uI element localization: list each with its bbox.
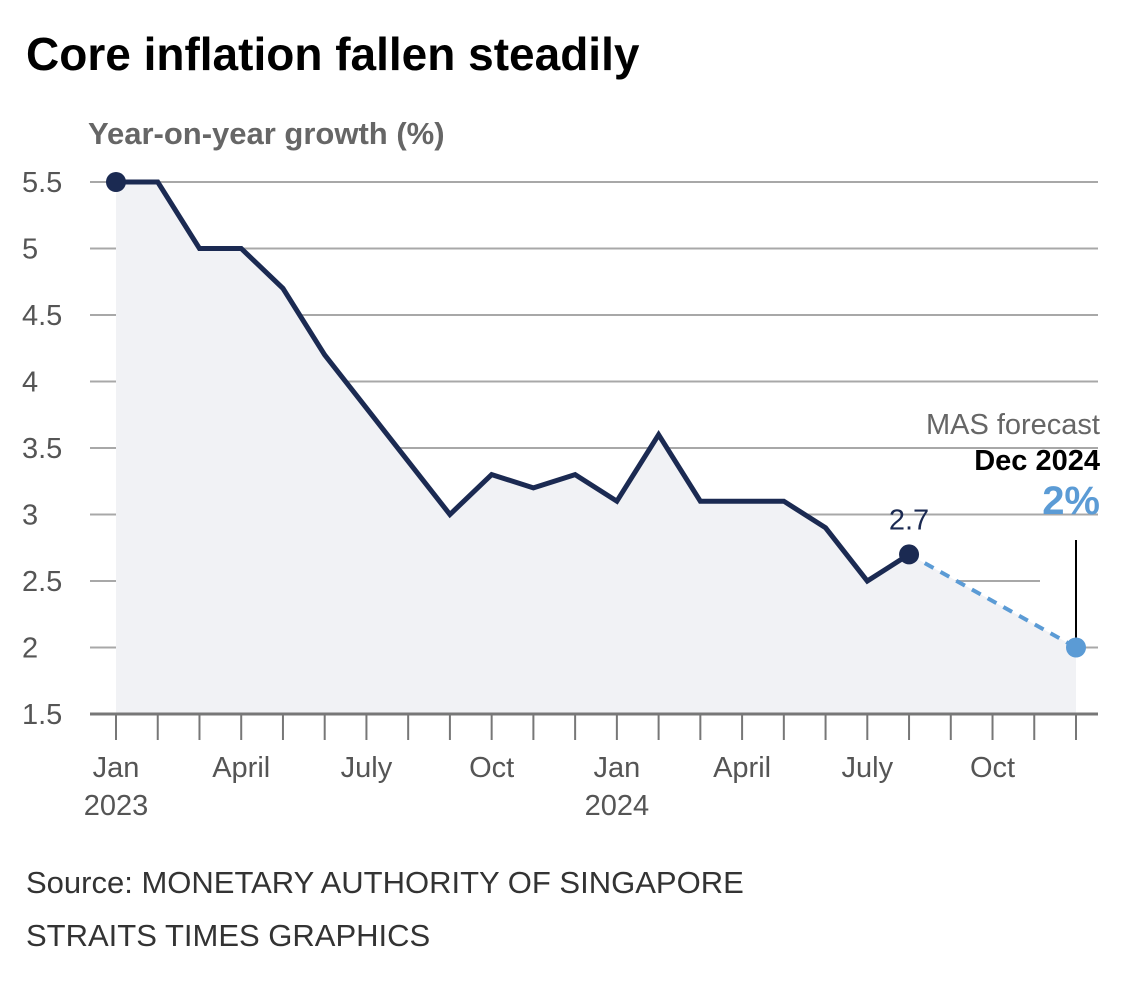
chart-title: Core inflation fallen steadily <box>26 28 640 80</box>
series <box>106 172 1086 658</box>
data-point <box>899 544 920 565</box>
x-tick-label: Oct <box>970 752 1015 784</box>
x-tick-label: April <box>212 752 270 784</box>
x-tick-year: 2024 <box>585 790 650 822</box>
data-point <box>106 172 126 192</box>
forecast-date: Dec 2024 <box>974 445 1100 477</box>
x-tick-label: July <box>842 752 894 784</box>
y-tick-label: 4 <box>22 367 38 399</box>
forecast-label: MAS forecast <box>926 409 1100 441</box>
y-axis-label: Year-on-year growth (%) <box>88 116 445 151</box>
annotations: MAS forecast Dec 2024 2% 2.7 <box>889 409 1100 638</box>
credit-text: STRAITS TIMES GRAPHICS <box>26 918 430 953</box>
series-line <box>116 179 911 585</box>
x-tick-year: 2023 <box>84 790 149 822</box>
x-tick-label: April <box>713 752 771 784</box>
y-tick-label: 5 <box>22 234 38 266</box>
area-polygon <box>116 182 1076 714</box>
y-tick-label: 3 <box>22 500 38 532</box>
y-tick-label: 3.5 <box>22 433 62 465</box>
area-fill <box>116 182 1076 714</box>
source-text: Source: MONETARY AUTHORITY OF SINGAPORE <box>26 865 744 900</box>
y-tick-label: 1.5 <box>22 699 62 731</box>
last-value-label: 2.7 <box>889 504 929 536</box>
x-tick-label: Oct <box>469 752 514 784</box>
forecast-line <box>908 552 1077 650</box>
y-tick-label: 2.5 <box>22 566 62 598</box>
y-tick-label: 4.5 <box>22 300 62 332</box>
x-tick-label: July <box>341 752 393 784</box>
forecast-value: 2% <box>1042 479 1100 523</box>
x-axis: Jan 2023 April July Oct Jan 2024 April July Oct <box>84 712 1098 822</box>
y-tick-label: 2 <box>22 633 38 665</box>
x-tick-label: Jan <box>593 752 640 784</box>
forecast-point <box>1066 637 1086 658</box>
y-tick-label: 5.5 <box>22 167 62 199</box>
x-tick-label: Jan <box>93 752 140 784</box>
